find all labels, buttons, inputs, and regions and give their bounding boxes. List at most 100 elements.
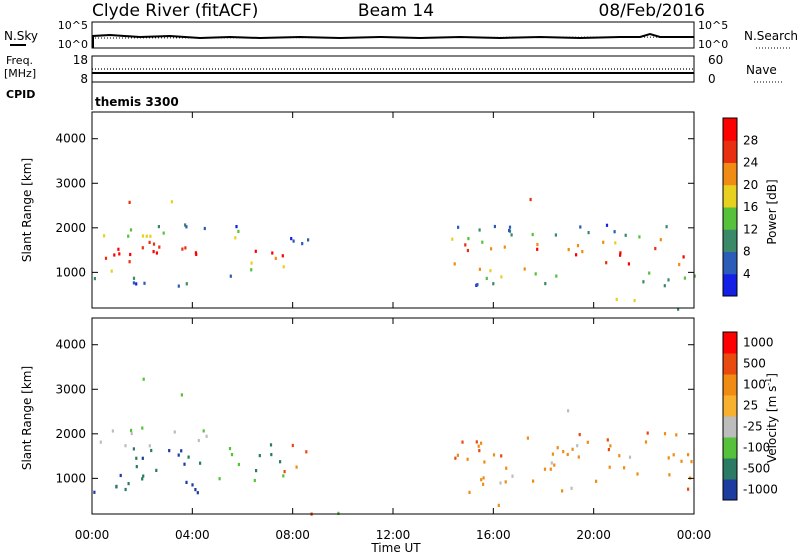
data-point xyxy=(624,233,627,237)
data-point xyxy=(128,260,131,264)
data-point xyxy=(234,236,237,240)
data-point xyxy=(534,272,537,276)
power-colorbar-label: Power [dB] xyxy=(765,179,779,244)
data-point xyxy=(605,261,608,265)
nave-tick-top: 60 xyxy=(708,53,723,67)
colorbar-tick-label: 100 xyxy=(743,378,766,392)
colorbar-tick-label: 25 xyxy=(743,399,758,413)
data-point xyxy=(117,247,120,251)
data-point xyxy=(587,231,590,235)
data-point xyxy=(511,474,514,478)
data-point xyxy=(504,480,507,484)
x-tick-label: 20:00 xyxy=(576,528,611,542)
data-point xyxy=(482,482,485,486)
data-point xyxy=(608,465,611,469)
data-point xyxy=(619,253,622,257)
data-point xyxy=(614,241,617,245)
data-point xyxy=(180,449,183,453)
data-point xyxy=(579,225,582,229)
data-point xyxy=(466,457,469,461)
data-point xyxy=(618,454,621,458)
data-point xyxy=(194,251,197,255)
velocity-colorbar: 1000 500 100 25 -25 -100 -500 -1000 xyxy=(722,331,778,501)
data-point xyxy=(113,253,116,257)
data-point xyxy=(103,234,106,238)
data-point xyxy=(497,503,500,507)
data-point xyxy=(480,478,483,482)
data-point xyxy=(665,225,668,229)
nsky-label: N.Sky xyxy=(4,29,38,43)
colorbar-segment xyxy=(723,140,737,163)
data-point xyxy=(551,452,554,456)
data-point xyxy=(93,490,96,494)
data-point xyxy=(690,460,693,464)
data-point xyxy=(118,252,121,256)
data-point xyxy=(141,456,144,460)
data-point xyxy=(571,447,574,451)
data-point xyxy=(168,449,171,453)
power-panel-frame xyxy=(91,111,695,309)
data-point xyxy=(532,479,535,483)
data-point xyxy=(605,223,609,227)
data-point xyxy=(143,281,146,285)
colorbar-tick-label: 20 xyxy=(743,178,758,192)
colorbar-tick-label: 500 xyxy=(743,357,766,371)
data-point xyxy=(205,434,208,438)
data-point xyxy=(93,277,96,281)
data-point xyxy=(553,463,556,467)
data-point xyxy=(152,242,156,246)
data-point xyxy=(677,307,680,311)
colorbar-segment xyxy=(723,251,737,275)
y-tick-label: 3000 xyxy=(55,176,86,190)
colorbar-segment xyxy=(723,162,737,186)
power-panel: 1000 2000 3000 4000 Slant Range [km] xyxy=(20,111,696,311)
data-point xyxy=(586,440,589,444)
y-tick-label: 2000 xyxy=(55,221,86,235)
power-ylabel: Slant Range [km] xyxy=(20,158,34,262)
data-point xyxy=(181,247,184,251)
data-point xyxy=(454,456,457,460)
y-tick-label: 4000 xyxy=(55,132,86,146)
data-point xyxy=(185,480,188,484)
velocity-panel-frame xyxy=(91,317,695,515)
data-point xyxy=(170,200,173,204)
data-point xyxy=(104,256,108,260)
data-point xyxy=(628,455,632,459)
data-point xyxy=(295,465,298,469)
data-point xyxy=(464,243,467,247)
colorbar-tick-label: 4 xyxy=(743,267,751,281)
data-point xyxy=(675,433,678,437)
data-point xyxy=(575,253,578,257)
data-point xyxy=(274,256,277,260)
data-point xyxy=(124,487,127,492)
colorbar-tick-label: 8 xyxy=(743,245,751,259)
data-point xyxy=(141,477,144,481)
colorbar-segment xyxy=(723,374,737,396)
data-point xyxy=(127,234,130,238)
data-point xyxy=(292,239,295,243)
data-point xyxy=(253,478,256,483)
data-point xyxy=(185,225,188,229)
colorbar-tick-label: -500 xyxy=(743,462,770,476)
data-point xyxy=(135,465,138,469)
data-point xyxy=(149,234,152,238)
data-point xyxy=(663,284,666,288)
velocity-ylabel: Slant Range [km] xyxy=(20,366,34,470)
data-point xyxy=(544,282,547,286)
data-point xyxy=(492,453,496,457)
data-point xyxy=(271,251,274,255)
nsearch-trace xyxy=(91,36,695,39)
colorbar-segment xyxy=(723,479,737,501)
data-point xyxy=(466,248,469,253)
data-point xyxy=(157,225,160,229)
data-point xyxy=(195,252,198,256)
data-point xyxy=(508,225,512,229)
data-point xyxy=(576,244,580,248)
data-point xyxy=(577,455,580,459)
nsky-tick-top: 10^5 xyxy=(58,19,88,32)
data-point xyxy=(490,247,493,251)
data-point xyxy=(115,484,118,488)
data-point xyxy=(180,393,183,397)
data-point xyxy=(499,481,502,485)
data-point xyxy=(667,278,670,282)
